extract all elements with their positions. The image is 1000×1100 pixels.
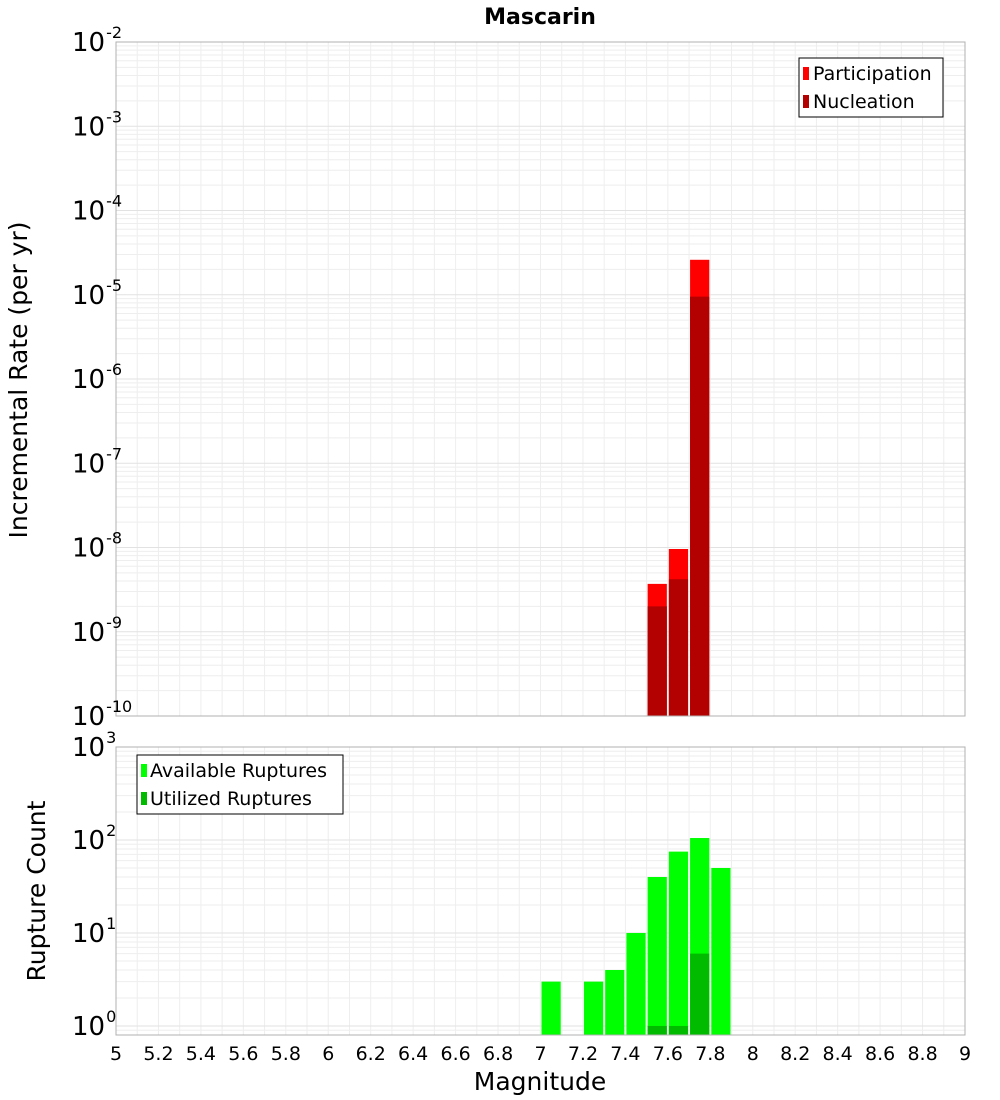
bar-nucleation [690, 296, 710, 716]
bar-nucleation [647, 606, 667, 716]
legend-label-utilized-ruptures: Utilized Ruptures [150, 788, 312, 810]
y-tick-label: 10-7 [72, 444, 122, 479]
bar-available-ruptures [605, 969, 625, 1035]
legend-label-nucleation: Nucleation [813, 91, 915, 113]
y-tick-label: 101 [72, 914, 116, 949]
x-tick-label: 8.4 [823, 1043, 853, 1065]
bar-available-ruptures [647, 877, 667, 1035]
x-tick-label: 7.4 [610, 1043, 640, 1065]
x-tick-label: 7 [534, 1043, 546, 1065]
top-y-ticks: 10-10 10-9 10-8 10-7 10-6 10-5 10-4 10-3 10-2 [72, 23, 132, 732]
bar-utilized-ruptures [690, 953, 710, 1035]
y-tick-label: 10-4 [72, 192, 122, 227]
bottom-y-axis-label: Rupture Count [22, 800, 51, 981]
y-tick-label: 103 [72, 728, 116, 763]
x-tick-label: 5 [110, 1043, 122, 1065]
top-legend: Participation Nucleation [798, 57, 944, 118]
y-tick-label: 10-5 [72, 276, 122, 311]
chart-title: Mascarin [484, 5, 596, 30]
x-tick-label: 6.8 [483, 1043, 513, 1065]
bar-utilized-ruptures [668, 1025, 689, 1035]
x-tick-label: 8.6 [865, 1043, 895, 1065]
y-tick-label: 10-2 [72, 23, 122, 58]
bar-available-ruptures [711, 867, 731, 1035]
bottom-grid [116, 747, 965, 1035]
x-tick-label: 7.6 [653, 1043, 683, 1065]
bottom-y-ticks: 100 101 102 103 [72, 728, 116, 1042]
legend-swatch-participation [803, 67, 809, 80]
x-tick-label: 6.4 [398, 1043, 428, 1065]
top-bars [647, 259, 710, 716]
top-plot: 10-10 10-9 10-8 10-7 10-6 10-5 10-4 10-3 10-2 In… [4, 23, 966, 732]
bar-available-ruptures [626, 932, 646, 1035]
x-tick-label: 6.2 [356, 1043, 386, 1065]
bottom-bars [541, 838, 731, 1035]
bottom-plot-frame [115, 746, 966, 1036]
x-tick-label: 7.8 [695, 1043, 725, 1065]
y-tick-label: 10-3 [72, 107, 122, 142]
x-tick-label: 7.2 [568, 1043, 598, 1065]
x-tick-label: 5.4 [186, 1043, 216, 1065]
y-tick-label: 10-6 [72, 360, 122, 395]
x-tick-label: 6 [322, 1043, 334, 1065]
x-tick-label: 8.8 [907, 1043, 937, 1065]
legend-swatch-utilized-ruptures [141, 792, 147, 805]
y-tick-label: 10-10 [72, 697, 132, 732]
top-legend-box [798, 57, 944, 118]
x-axis-label: Magnitude [474, 1067, 606, 1096]
y-tick-label: 102 [72, 821, 116, 856]
x-tick-label: 6.6 [440, 1043, 470, 1065]
legend-swatch-available-ruptures [141, 764, 147, 777]
x-tick-label: 5.6 [228, 1043, 258, 1065]
bar-nucleation [668, 579, 689, 716]
x-tick-label: 9 [959, 1043, 971, 1065]
x-tick-label: 5.8 [271, 1043, 301, 1065]
x-tick-label: 8 [747, 1043, 759, 1065]
x-tick-label: 8.2 [780, 1043, 810, 1065]
top-plot-frame [115, 41, 966, 717]
bottom-legend: Available Ruptures Utilized Ruptures [136, 754, 344, 815]
top-grid [116, 42, 965, 716]
bottom-legend-box [136, 754, 344, 815]
bar-utilized-ruptures [647, 1025, 667, 1035]
x-tick-label: 5.2 [143, 1043, 173, 1065]
legend-swatch-nucleation [803, 95, 809, 108]
top-y-axis-label: Incremental Rate (per yr) [4, 222, 33, 539]
legend-label-available-ruptures: Available Ruptures [150, 760, 327, 782]
bar-available-ruptures [668, 851, 689, 1035]
y-tick-label: 10-9 [72, 613, 122, 648]
bottom-plot: 100 101 102 103 5 5.2 5.4 5.6 5.8 6 6.2 6.4 6.6 6.8 7… [22, 728, 971, 1096]
legend-label-participation: Participation [813, 63, 932, 85]
bar-available-ruptures [541, 981, 561, 1035]
y-tick-label: 100 [72, 1007, 116, 1042]
bar-available-ruptures [583, 981, 604, 1035]
y-tick-label: 10-8 [72, 529, 122, 564]
x-ticks: 5 5.2 5.4 5.6 5.8 6 6.2 6.4 6.6 6.8 7 7.2 7.4 7.6 7.8 8… [110, 1043, 971, 1065]
